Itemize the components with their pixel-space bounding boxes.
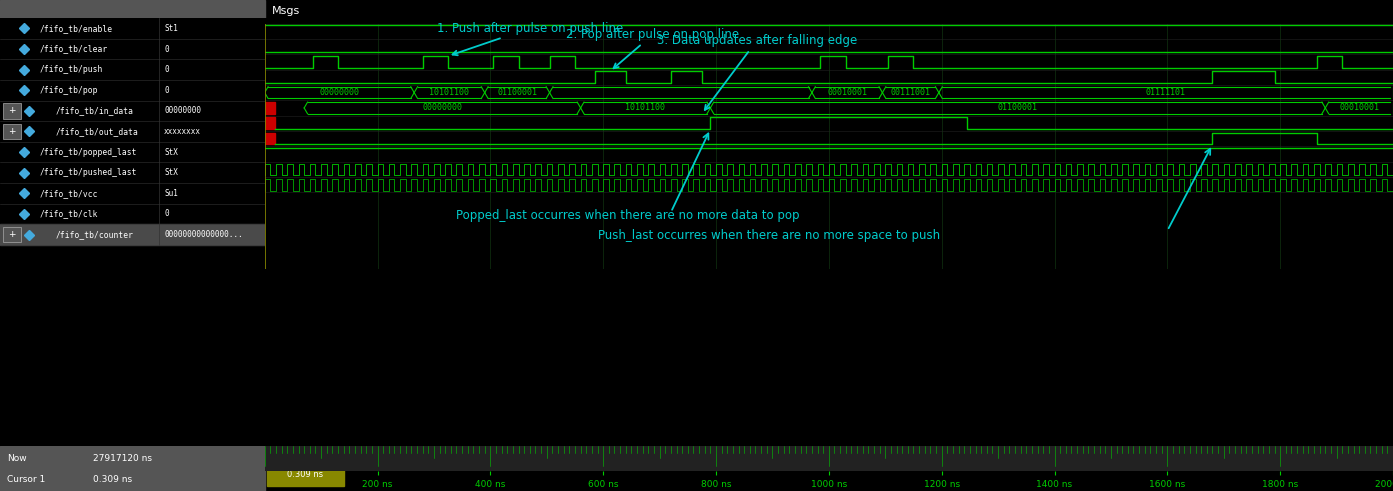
Bar [265, 117, 274, 129]
Text: /fifo_tb/counter: /fifo_tb/counter [56, 230, 134, 239]
Text: 00111001: 00111001 [890, 88, 931, 97]
Text: 0: 0 [164, 210, 169, 218]
Text: 3. Data updates after falling edge: 3. Data updates after falling edge [656, 34, 857, 110]
Text: 00000000: 00000000 [319, 88, 359, 97]
Text: 27917120 ns: 27917120 ns [92, 454, 152, 463]
Bar [265, 102, 274, 114]
Text: Msgs: Msgs [272, 6, 299, 16]
Bar [0, 0, 265, 18]
Text: 2. Pop after pulse on pop line: 2. Pop after pulse on pop line [567, 28, 740, 68]
Text: 1. Push after pulse on push line: 1. Push after pulse on push line [437, 22, 623, 55]
Text: /fifo_tb/popped_last: /fifo_tb/popped_last [39, 148, 137, 157]
Text: /fifo_tb/out_data: /fifo_tb/out_data [56, 127, 138, 136]
Text: Push_last occurres when there are no more space to push: Push_last occurres when there are no mor… [598, 229, 940, 242]
Text: StX: StX [164, 148, 178, 157]
Text: xxxxxxxx: xxxxxxxx [164, 127, 201, 136]
Text: St1: St1 [164, 24, 178, 33]
Text: /fifo_tb/pop: /fifo_tb/pop [39, 86, 98, 95]
Text: 01100001: 01100001 [497, 88, 538, 97]
Text: /fifo_tb/push: /fifo_tb/push [39, 65, 103, 74]
Text: +: + [8, 127, 15, 136]
Text: 00010001: 00010001 [827, 88, 868, 97]
Text: +: + [8, 107, 15, 115]
Bar [267, 462, 344, 487]
Bar [265, 133, 274, 144]
Text: 0.309 ns: 0.309 ns [287, 470, 323, 479]
Text: /fifo_tb/pushed_last: /fifo_tb/pushed_last [39, 168, 137, 177]
Bar [0, 446, 265, 491]
Text: /fifo_tb/enable: /fifo_tb/enable [39, 24, 113, 33]
Text: Su1: Su1 [164, 189, 178, 198]
Text: 10101100: 10101100 [625, 104, 666, 112]
Text: /fifo_tb/vcc: /fifo_tb/vcc [39, 189, 98, 198]
Text: Popped_last occurres when there are no more data to pop: Popped_last occurres when there are no m… [457, 209, 800, 222]
Text: Now: Now [7, 454, 26, 463]
Text: 00000000: 00000000 [422, 104, 462, 112]
Text: 0: 0 [164, 65, 169, 74]
Text: /fifo_tb/clear: /fifo_tb/clear [39, 45, 107, 54]
Text: +: + [8, 230, 15, 239]
Bar [3, 227, 21, 242]
Text: Cursor 1: Cursor 1 [7, 475, 45, 484]
Text: 0.309 ns: 0.309 ns [92, 475, 132, 484]
Text: 01100001: 01100001 [997, 104, 1038, 112]
Text: 0: 0 [164, 86, 169, 95]
Text: 00000000000000...: 00000000000000... [164, 230, 242, 239]
Text: 00000000: 00000000 [164, 107, 201, 115]
Bar [0, 224, 265, 245]
Text: 0: 0 [164, 45, 169, 54]
Text: StX: StX [164, 168, 178, 177]
Text: /fifo_tb/in_data: /fifo_tb/in_data [56, 107, 134, 115]
Text: /fifo_tb/clk: /fifo_tb/clk [39, 210, 98, 218]
Text: 00010001: 00010001 [1339, 104, 1379, 112]
Bar [3, 124, 21, 139]
Bar [3, 103, 21, 119]
Text: 01111101: 01111101 [1146, 88, 1185, 97]
Text: 10101100: 10101100 [429, 88, 469, 97]
